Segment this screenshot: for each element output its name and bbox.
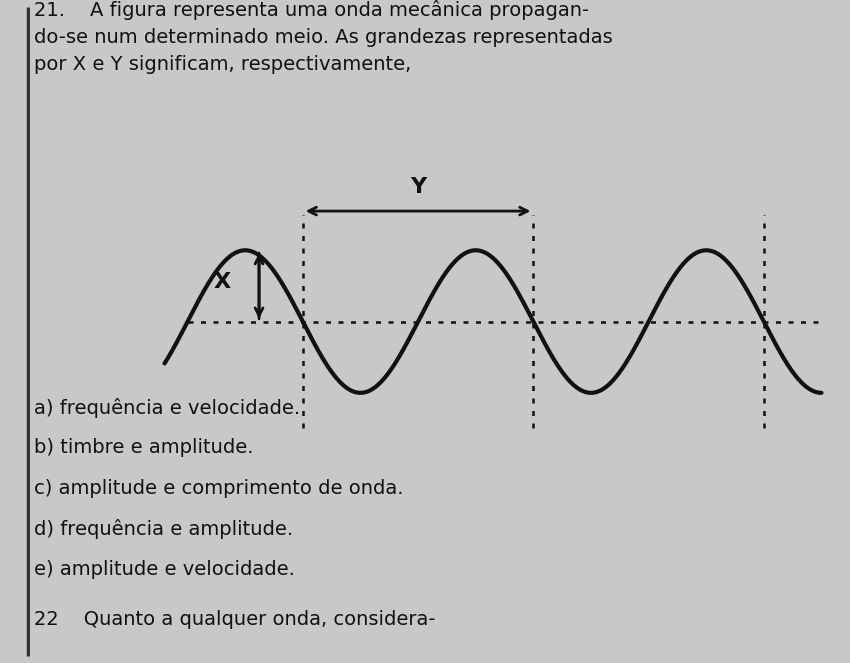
Text: X: X (213, 272, 230, 292)
Text: 21.    A figura representa uma onda mecânica propagan-
do-se num determinado mei: 21. A figura representa uma onda mecânic… (34, 0, 613, 74)
Text: b) timbre e amplitude.: b) timbre e amplitude. (34, 438, 253, 457)
Text: c) amplitude e comprimento de onda.: c) amplitude e comprimento de onda. (34, 479, 404, 498)
Text: Y: Y (410, 177, 426, 197)
Text: a) frequência e velocidade.: a) frequência e velocidade. (34, 398, 300, 418)
Text: 22    Quanto a qualquer onda, considera-: 22 Quanto a qualquer onda, considera- (34, 610, 435, 629)
Text: e) amplitude e velocidade.: e) amplitude e velocidade. (34, 560, 295, 579)
Text: d) frequência e amplitude.: d) frequência e amplitude. (34, 519, 293, 539)
